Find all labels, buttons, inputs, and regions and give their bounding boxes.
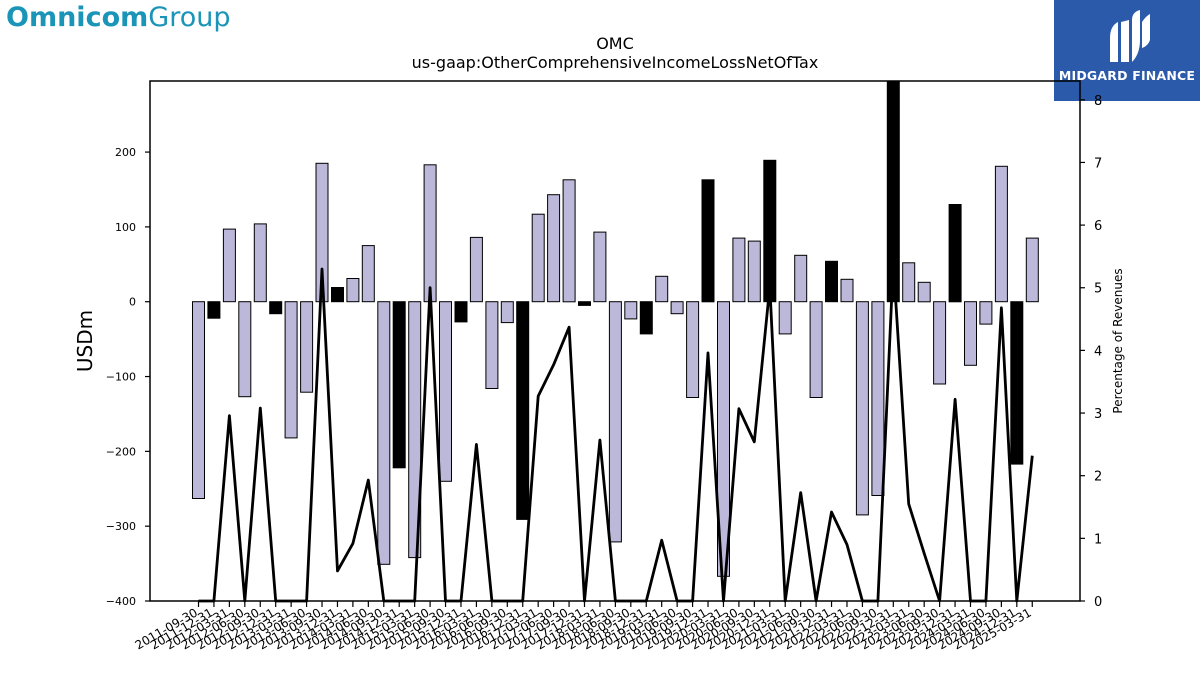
bar-2016-09-30: [500, 301, 514, 324]
y2-tick-label: 8: [1094, 94, 1102, 109]
y-tick-label: 100: [115, 221, 136, 234]
bar-2017-06-30: [547, 194, 561, 303]
y-axis-left: −400 −300 −200 −100 0 100 200: [106, 146, 150, 608]
bar-2011-09-30: [192, 301, 205, 500]
y-axis-label: USDm: [73, 310, 97, 372]
bar-2022-09-30: [871, 301, 885, 497]
chart-title: OMC: [596, 34, 634, 53]
bar-2024-09-30: [994, 165, 1008, 303]
bars-layer: [192, 80, 1039, 577]
y-tick-label: −100: [106, 371, 136, 384]
y2-tick-label: 4: [1094, 344, 1102, 359]
bar-2020-09-30: [747, 240, 761, 303]
bar-2016-12-31: [516, 301, 530, 520]
bar-2020-03-31: [717, 301, 730, 577]
bar-2019-09-30: [686, 301, 700, 399]
bar-2014-03-31: [346, 278, 360, 303]
bar-2017-09-30: [562, 179, 576, 303]
bar-2012-06-30: [238, 301, 252, 398]
bar-2023-06-30: [917, 281, 931, 303]
y-tick-label: −200: [106, 445, 136, 458]
y2-tick-label: 6: [1094, 219, 1102, 234]
bar-2022-06-30: [855, 301, 869, 516]
y-tick-label: 0: [129, 296, 136, 309]
bar-2019-12-31: [701, 179, 715, 303]
bar-2013-03-31: [284, 301, 298, 439]
x-axis: 2011-09-302011-12-312012-03-312012-06-30…: [133, 601, 1034, 652]
midgard-emblem-icon: [1110, 10, 1150, 62]
logo-group-text: Group: [148, 2, 231, 33]
bar-2023-12-31: [948, 204, 962, 303]
bar-2011-12-31: [207, 301, 221, 319]
bar-2024-03-31: [964, 301, 977, 366]
bar-2013-09-30: [315, 162, 329, 303]
bar-2021-03-31: [778, 301, 792, 335]
y2-tick-label: 0: [1094, 595, 1102, 610]
bar-2024-12-31: [1010, 301, 1024, 465]
bar-2024-06-30: [979, 301, 993, 325]
bar-2023-09-30: [933, 301, 947, 385]
bar-2021-12-31: [825, 260, 838, 303]
bar-2022-03-31: [840, 278, 854, 303]
midgard-finance-text: MIDGARD FINANCE: [1058, 68, 1196, 83]
chart-subtitle: us-gaap:OtherComprehensiveIncomeLossNetO…: [412, 53, 819, 72]
bar-2012-12-31: [269, 301, 283, 315]
bar-2014-06-30: [361, 245, 375, 303]
y2-tick-label: 2: [1094, 470, 1102, 485]
bar-2014-12-31: [392, 301, 406, 469]
y2-tick-label: 3: [1094, 407, 1102, 422]
bar-2018-06-30: [608, 301, 622, 543]
bar-2016-06-30: [485, 301, 499, 390]
bar-2015-09-30: [439, 301, 452, 482]
bar-2012-09-30: [253, 223, 267, 303]
midgard-finance-logo: MIDGARD FINANCE: [1054, 0, 1200, 101]
y-tick-label: −400: [106, 595, 136, 608]
bar-2025-03-31: [1025, 237, 1039, 303]
bar-2016-03-31: [469, 236, 483, 303]
bar-2018-12-31: [639, 301, 653, 335]
bar-2020-06-30: [732, 237, 746, 303]
bar-2023-03-31: [902, 262, 916, 303]
omnicom-group-logo: OmnicomGroup: [6, 2, 230, 34]
bar-2015-06-30: [423, 164, 437, 303]
bar-2018-03-31: [593, 231, 607, 303]
y2-tick-label: 7: [1094, 156, 1102, 171]
y-axis-right: 0 1 2 3 4 5 6 7 8: [1080, 94, 1102, 610]
y-tick-label: 200: [115, 146, 136, 159]
bar-2021-06-30: [794, 254, 808, 303]
y-tick-label: −300: [106, 520, 136, 533]
bar-2017-03-31: [531, 213, 545, 303]
bar-2014-09-30: [377, 301, 391, 565]
bar-2019-03-31: [655, 275, 669, 303]
y2-tick-label: 5: [1094, 282, 1102, 297]
bar-2013-06-30: [300, 301, 314, 393]
bar-2021-09-30: [809, 301, 823, 399]
bar-2013-12-31: [331, 287, 344, 303]
bar-2017-12-31: [578, 301, 591, 306]
bar-2018-09-30: [624, 301, 638, 320]
logo-omnicom-text: Omnicom: [6, 2, 149, 33]
bar-2015-12-31: [454, 301, 468, 323]
y2-tick-label: 1: [1094, 532, 1102, 547]
bar-2012-03-31: [222, 228, 236, 303]
bar-2019-06-30: [670, 301, 684, 315]
bar-2020-12-31: [763, 159, 777, 303]
bar-2015-03-31: [408, 301, 422, 559]
y2-axis-label: Percentage of Revenues: [1111, 268, 1125, 413]
